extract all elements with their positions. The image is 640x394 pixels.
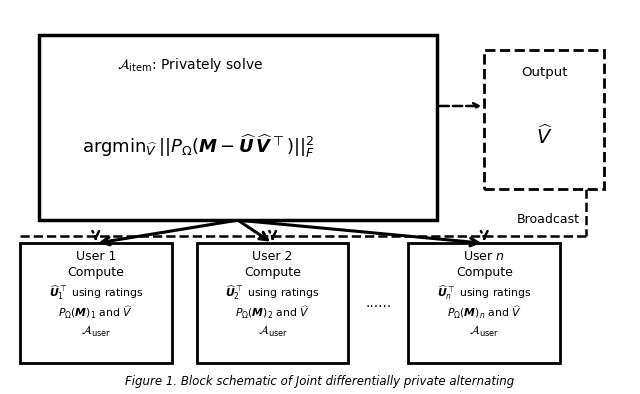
Text: $P_{\Omega}(\boldsymbol{M})_{1}$ and $\widehat{V}$: $P_{\Omega}(\boldsymbol{M})_{1}$ and $\w…: [58, 305, 133, 322]
Bar: [484, 50, 604, 189]
Text: $\mathcal{A}_\mathrm{user}$: $\mathcal{A}_\mathrm{user}$: [257, 324, 288, 339]
Text: Compute: Compute: [456, 266, 513, 279]
Text: User 2: User 2: [252, 250, 293, 263]
Text: $\widehat{V}$: $\widehat{V}$: [536, 125, 552, 148]
Text: Compute: Compute: [67, 266, 124, 279]
Text: $P_{\Omega}(\boldsymbol{M})_{2}$ and $\widehat{V}$: $P_{\Omega}(\boldsymbol{M})_{2}$ and $\w…: [235, 305, 310, 322]
Text: ......: ......: [365, 296, 392, 310]
Text: $\widehat{\boldsymbol{U}}_{n}^{\top}$ using ratings: $\widehat{\boldsymbol{U}}_{n}^{\top}$ us…: [437, 284, 531, 302]
Bar: [408, 243, 560, 363]
Bar: [20, 243, 172, 363]
Text: $\mathcal{A}_\mathrm{item}$: Privately solve: $\mathcal{A}_\mathrm{item}$: Privately s…: [117, 56, 263, 74]
Text: $\mathcal{A}_\mathrm{user}$: $\mathcal{A}_\mathrm{user}$: [469, 324, 499, 339]
Text: $\widehat{\boldsymbol{U}}_{2}^{\top}$ using ratings: $\widehat{\boldsymbol{U}}_{2}^{\top}$ us…: [225, 284, 320, 302]
Text: User $n$: User $n$: [463, 250, 505, 263]
Text: User 1: User 1: [76, 250, 116, 263]
Text: $P_{\Omega}(\boldsymbol{M})_{n}$ and $\widehat{V}$: $P_{\Omega}(\boldsymbol{M})_{n}$ and $\w…: [447, 305, 522, 322]
Text: $\mathcal{A}_\mathrm{user}$: $\mathcal{A}_\mathrm{user}$: [81, 324, 111, 339]
Bar: [39, 35, 437, 220]
Bar: [197, 243, 348, 363]
Text: $\mathrm{argmin}_{\widehat{V}}\,||P_{\Omega}(\boldsymbol{M} - \widehat{\boldsymb: $\mathrm{argmin}_{\widehat{V}}\,||P_{\Om…: [82, 132, 314, 160]
Text: Broadcast: Broadcast: [517, 213, 580, 226]
Text: Output: Output: [521, 66, 568, 79]
Text: Figure 1. Block schematic of Joint differentially private alternating: Figure 1. Block schematic of Joint diffe…: [125, 375, 515, 388]
Text: Compute: Compute: [244, 266, 301, 279]
Text: $\widehat{\boldsymbol{U}}_{1}^{\top}$ using ratings: $\widehat{\boldsymbol{U}}_{1}^{\top}$ us…: [49, 284, 143, 302]
